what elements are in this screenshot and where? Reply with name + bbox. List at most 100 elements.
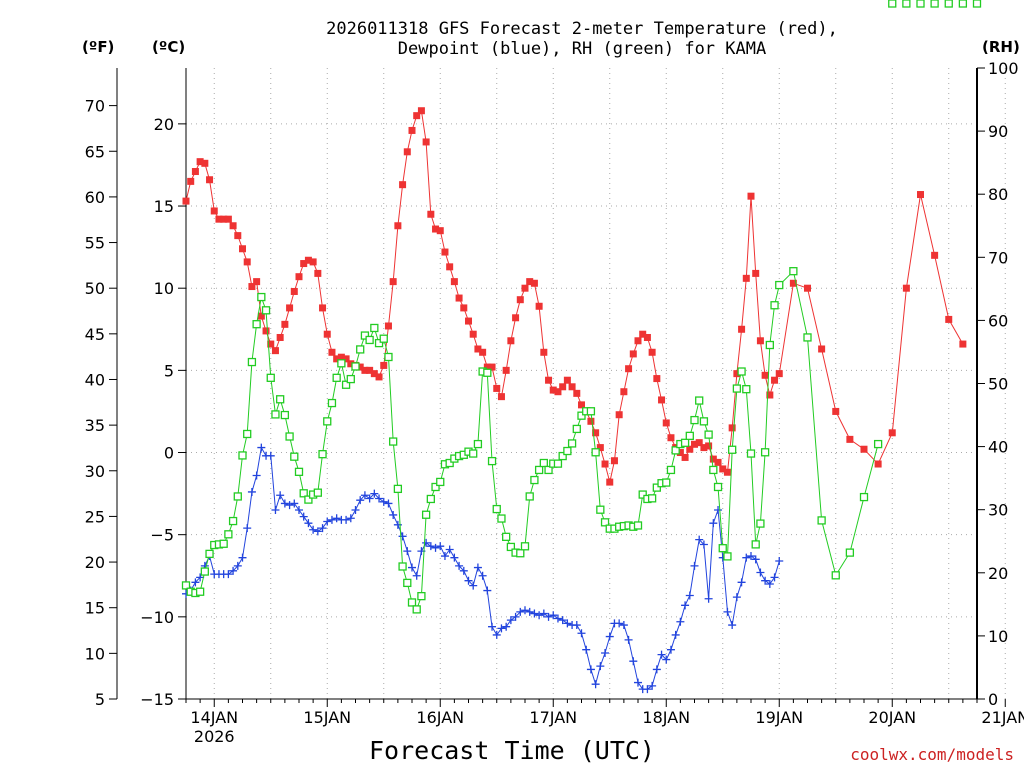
temperature-point <box>728 424 736 432</box>
relative-humidity-point <box>789 267 798 276</box>
dewpoint-point <box>469 581 478 590</box>
dewpoint-point <box>666 645 675 654</box>
rh-tick-label: 90 <box>988 122 1008 141</box>
temperature-point <box>450 278 458 286</box>
fahrenheit-tick-label: 70 <box>85 97 105 116</box>
relative-humidity-point <box>680 438 690 447</box>
dewpoint-point <box>483 586 492 595</box>
chart-title-line1: 2026011318 GFS Forecast 2-meter Temperat… <box>326 19 838 39</box>
dewpoint-point <box>304 519 313 528</box>
relative-humidity-point <box>313 488 322 497</box>
relative-humidity-point <box>243 429 252 439</box>
relative-humidity-point <box>652 483 661 492</box>
temperature-point <box>446 263 454 271</box>
relative-humidity-point <box>662 478 671 487</box>
relative-humidity-point <box>351 362 360 371</box>
dewpoint-point <box>704 594 713 603</box>
relative-humidity-point <box>238 451 247 460</box>
temperature-point <box>206 176 214 184</box>
temperature-point <box>709 455 717 463</box>
relative-humidity-point <box>944 0 953 8</box>
relative-humidity-point <box>271 410 280 419</box>
dewpoint-point <box>751 555 760 564</box>
relative-humidity-point <box>276 395 285 404</box>
relative-humidity-point <box>181 581 191 590</box>
dewpoint-point <box>549 611 558 620</box>
temperature-point <box>356 363 364 371</box>
relative-humidity-point <box>318 450 327 459</box>
relative-humidity-point <box>285 432 294 441</box>
relative-humidity-point <box>709 465 718 475</box>
dewpoint-point <box>351 506 360 515</box>
temperature-point <box>521 284 529 292</box>
dewpoint-point <box>643 685 652 694</box>
temperature-point <box>267 340 275 348</box>
relative-humidity-point <box>544 465 553 475</box>
temperature-point <box>512 314 520 322</box>
temperature-point <box>530 279 538 287</box>
temperature-point <box>573 389 581 397</box>
temperature-point <box>201 159 209 167</box>
relative-humidity-point <box>365 335 374 345</box>
temperature-point <box>648 348 656 356</box>
dewpoint-point <box>624 635 633 644</box>
dewpoint-point <box>582 645 591 654</box>
relative-humidity-point <box>506 542 516 552</box>
rh-tick-label: 80 <box>988 185 1008 204</box>
dewpoint-point <box>728 621 737 630</box>
dewpoint-point <box>685 591 694 600</box>
dewpoint-point <box>473 563 482 572</box>
relative-humidity-point <box>341 380 351 389</box>
dewpoint-point <box>365 494 374 503</box>
relative-humidity-point <box>445 458 454 468</box>
fahrenheit-tick-label: 25 <box>85 507 105 526</box>
dewpoint-point <box>398 532 407 541</box>
temperature-point <box>337 353 345 361</box>
dewpoint-point <box>403 547 412 556</box>
fahrenheit-tick-label: 20 <box>85 553 105 572</box>
temperature-point <box>389 278 397 286</box>
temperature-point <box>436 227 444 235</box>
dewpoint-point <box>502 622 511 631</box>
relative-humidity-point <box>195 587 205 596</box>
relative-humidity-point <box>845 548 855 557</box>
temperature-point <box>681 453 689 461</box>
relative-humidity-point <box>252 320 261 329</box>
temperature-point <box>832 407 840 415</box>
dewpoint-point <box>619 621 628 630</box>
relative-humidity-point <box>346 374 355 384</box>
relative-humidity-point <box>746 449 756 458</box>
dewpoint-point <box>356 496 365 505</box>
dewpoint-point <box>313 527 322 536</box>
relative-humidity-point <box>765 340 774 350</box>
relative-humidity-point <box>916 0 925 8</box>
rh-tick-label: 10 <box>988 627 1008 646</box>
temperature-point <box>474 345 482 353</box>
temperature-point <box>309 258 317 266</box>
relative-humidity-point <box>572 424 581 434</box>
rh-tick-label: 0 <box>988 690 998 709</box>
relative-humidity-point <box>473 439 483 449</box>
dewpoint-point <box>629 657 638 666</box>
dewpoint-point <box>558 616 567 625</box>
temperature-point <box>874 460 882 468</box>
relative-humidity-point <box>398 562 407 571</box>
temperature-point <box>384 322 392 330</box>
temperature-point <box>342 355 350 363</box>
relative-humidity-point <box>586 407 596 416</box>
temperature-point <box>719 465 727 473</box>
dewpoint-point <box>497 624 506 633</box>
relative-humidity-point <box>633 521 643 530</box>
x-tick-year-label: 2026 <box>194 727 235 746</box>
temperature-series <box>182 0 981 486</box>
temperature-point <box>271 347 279 355</box>
temperature-point <box>323 330 331 338</box>
relative-humidity-point <box>600 518 610 527</box>
temperature-point <box>413 112 421 120</box>
relative-humidity-point <box>266 373 275 382</box>
temperature-point <box>917 191 924 199</box>
celsius-tick-label: −15 <box>140 690 174 709</box>
temperature-point <box>559 383 567 391</box>
temperature-point <box>469 330 477 338</box>
relative-humidity-point <box>695 396 704 405</box>
